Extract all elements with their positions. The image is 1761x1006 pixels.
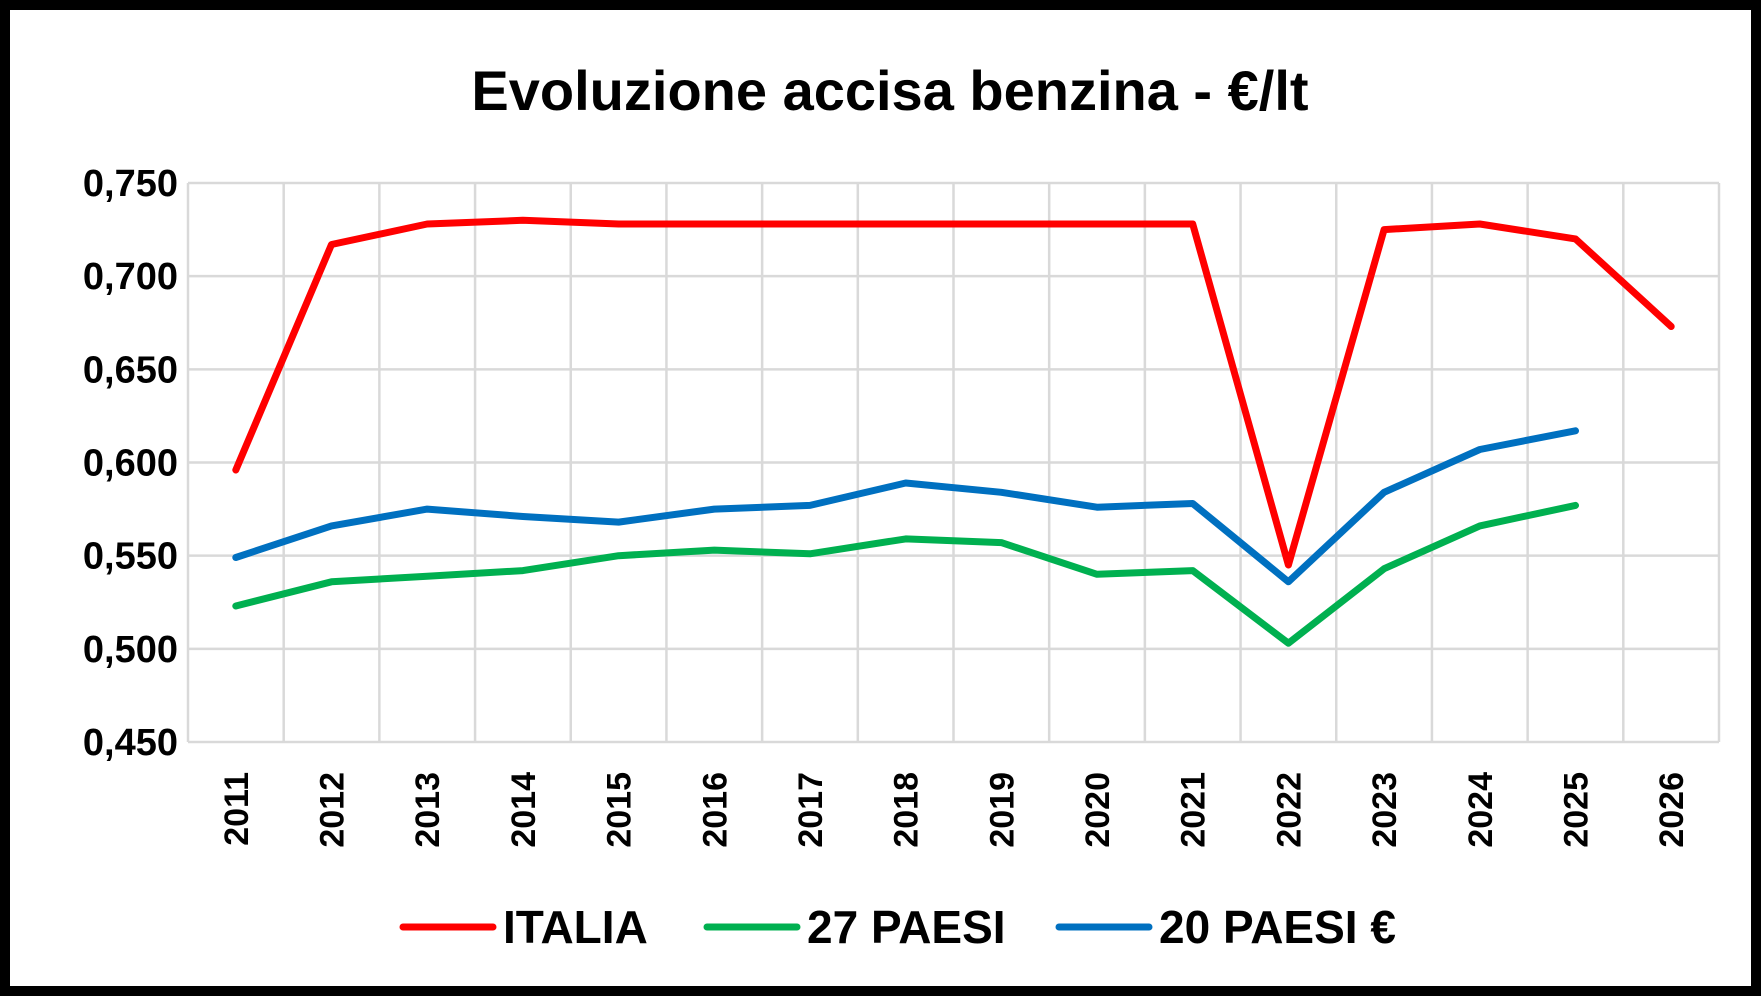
y-tick-label: 0,450 xyxy=(83,722,178,764)
x-tick-label: 2014 xyxy=(505,772,543,848)
y-tick-label: 0,650 xyxy=(83,349,178,391)
x-tick-label: 2023 xyxy=(1366,772,1404,848)
x-tick-label: 2019 xyxy=(983,772,1021,848)
legend-label-0: ITALIA xyxy=(503,901,648,953)
x-tick-label: 2013 xyxy=(409,772,447,848)
legend-label-2: 20 PAESI € xyxy=(1159,901,1396,953)
legend-label-1: 27 PAESI xyxy=(807,901,1006,953)
x-tick-label: 2020 xyxy=(1079,772,1117,848)
series-line-2 xyxy=(232,427,1579,586)
x-axis: 2011 2012 2013 2014 2015 2016 2017 2018 2019 2020… xyxy=(218,772,1691,848)
y-axis: 0,450 0,500 0,550 0,600 0,650 0,700 0,750 xyxy=(83,163,178,764)
series-line-1 xyxy=(232,501,1579,647)
series-line-0 xyxy=(232,216,1675,569)
x-tick-label: 2012 xyxy=(314,772,352,848)
x-tick-label: 2024 xyxy=(1462,772,1500,848)
x-tick-label: 2015 xyxy=(601,772,639,848)
series-lines xyxy=(232,216,1675,647)
y-tick-label: 0,600 xyxy=(83,443,178,485)
y-tick-label: 0,500 xyxy=(83,629,178,671)
x-tick-label: 2016 xyxy=(696,772,734,848)
x-tick-label: 2017 xyxy=(792,772,830,848)
y-tick-label: 0,550 xyxy=(83,536,178,578)
y-tick-label: 0,700 xyxy=(83,256,178,298)
y-tick-label: 0,750 xyxy=(83,163,178,205)
line-chart: Evoluzione accisa benzina - €/lt 0,4500,… xyxy=(83,59,1721,953)
chart-title: Evoluzione accisa benzina - €/lt xyxy=(471,59,1308,122)
x-tick-label: 2011 xyxy=(218,772,256,846)
x-tick-label: 2025 xyxy=(1557,772,1595,848)
legend: ITALIA 27 PAESI 20 PAESI € xyxy=(399,901,1396,953)
x-tick-label: 2021 xyxy=(1175,772,1213,848)
grid xyxy=(186,181,1721,744)
x-tick-label: 2022 xyxy=(1270,772,1308,848)
x-tick-label: 2018 xyxy=(888,772,926,848)
x-tick-label: 2026 xyxy=(1653,772,1691,848)
